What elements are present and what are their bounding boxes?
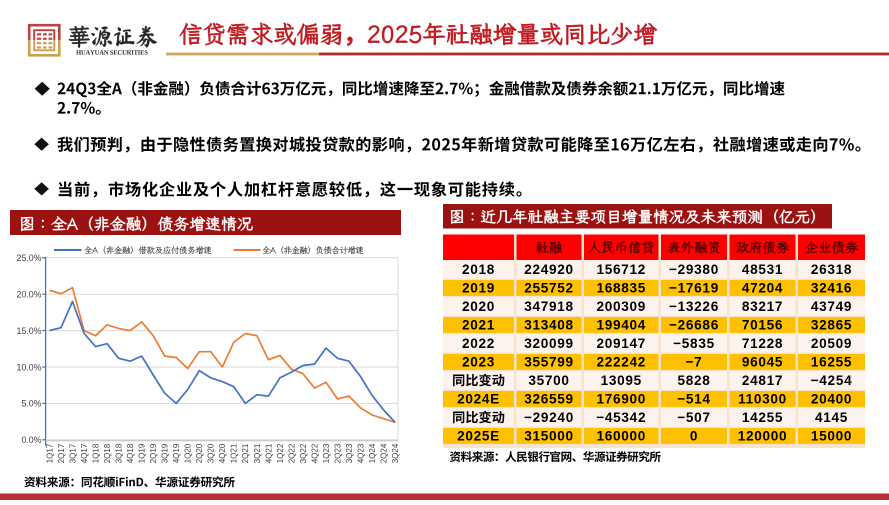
svg-text:110300: 110300 [738,392,787,407]
svg-text:0.0%: 0.0% [21,435,41,445]
svg-text:10.0%: 10.0% [17,362,42,372]
svg-text:4Q20: 4Q20 [218,443,227,463]
svg-text:2Q22: 2Q22 [287,443,296,463]
svg-text:20400: 20400 [811,392,852,407]
svg-text:4Q19: 4Q19 [172,443,181,463]
svg-text:35700: 35700 [528,373,569,388]
svg-text:222242: 222242 [596,355,646,370]
svg-text:120000: 120000 [738,429,788,444]
svg-text:199404: 199404 [596,318,646,333]
svg-text:2022: 2022 [462,336,495,351]
svg-text:4Q18: 4Q18 [126,443,135,463]
svg-text:24817: 24817 [742,373,783,388]
svg-text:2Q21: 2Q21 [241,443,250,463]
svg-text:4Q21: 4Q21 [264,443,273,463]
svg-text:15.0%: 15.0% [17,326,42,336]
svg-text:355799: 355799 [524,355,574,370]
svg-text:1Q21: 1Q21 [230,443,239,463]
svg-text:14255: 14255 [742,410,783,425]
svg-text:1Q24: 1Q24 [368,443,377,463]
svg-text:70156: 70156 [742,318,783,333]
svg-text:1Q19: 1Q19 [138,443,147,463]
svg-text:3Q23: 3Q23 [345,443,354,463]
svg-text:48531: 48531 [742,262,783,277]
svg-text:5.0%: 5.0% [21,399,41,409]
svg-text:3Q24: 3Q24 [391,443,400,463]
svg-text:2023: 2023 [462,355,495,370]
svg-text:209147: 209147 [596,336,646,351]
svg-text:16255: 16255 [811,355,852,370]
svg-text:313408: 313408 [524,318,574,333]
svg-text:−13226: −13226 [669,299,719,314]
svg-text:326559: 326559 [524,392,574,407]
svg-text:96045: 96045 [742,355,783,370]
svg-text:43749: 43749 [811,299,852,314]
svg-text:320099: 320099 [524,336,574,351]
svg-text:347918: 347918 [524,299,574,314]
svg-text:2Q17: 2Q17 [57,443,66,463]
svg-text:−4254: −4254 [811,373,853,388]
svg-text:−5835: −5835 [673,336,715,351]
svg-text:3Q20: 3Q20 [207,443,216,463]
svg-text:15000: 15000 [811,429,852,444]
svg-text:−29240: −29240 [524,410,574,425]
svg-text:4Q23: 4Q23 [356,443,365,463]
svg-text:−45342: −45342 [596,410,646,425]
svg-text:1Q18: 1Q18 [91,443,100,463]
svg-text:315000: 315000 [524,429,574,444]
svg-text:−514: −514 [677,392,710,407]
svg-text:20.0%: 20.0% [17,290,42,300]
svg-text:160000: 160000 [596,429,646,444]
svg-text:3Q22: 3Q22 [299,443,308,463]
svg-text:−26686: −26686 [669,318,719,333]
svg-text:−29380: −29380 [669,262,719,277]
svg-text:32865: 32865 [811,318,852,333]
svg-text:2Q18: 2Q18 [103,443,112,463]
svg-text:1Q20: 1Q20 [184,443,193,463]
svg-text:2024E: 2024E [457,392,500,407]
svg-text:2021: 2021 [462,318,495,333]
svg-text:224920: 224920 [524,262,574,277]
svg-text:47204: 47204 [742,281,783,296]
svg-text:2025E: 2025E [457,429,500,444]
svg-text:2019: 2019 [462,281,495,296]
svg-text:1Q17: 1Q17 [45,443,54,463]
svg-text:168835: 168835 [596,281,646,296]
svg-text:156712: 156712 [596,262,646,277]
svg-text:3Q21: 3Q21 [253,443,262,463]
svg-text:176900: 176900 [596,392,646,407]
svg-text:3Q17: 3Q17 [68,443,77,463]
svg-text:5828: 5828 [677,373,710,388]
svg-text:4Q22: 4Q22 [310,443,319,463]
svg-text:4145: 4145 [815,410,848,425]
svg-text:26318: 26318 [811,262,852,277]
svg-text:−507: −507 [677,410,710,425]
svg-text:255752: 255752 [524,281,574,296]
svg-text:3Q19: 3Q19 [161,443,170,463]
svg-text:2Q19: 2Q19 [149,443,158,463]
svg-text:2018: 2018 [462,262,495,277]
svg-text:−17619: −17619 [669,281,719,296]
svg-text:20509: 20509 [811,336,852,351]
svg-text:200309: 200309 [596,299,646,314]
svg-text:13095: 13095 [601,373,642,388]
svg-text:2Q20: 2Q20 [195,443,204,463]
svg-text:−7: −7 [686,355,703,370]
svg-text:2020: 2020 [462,299,495,314]
svg-text:4Q17: 4Q17 [80,443,89,463]
svg-text:32416: 32416 [811,281,852,296]
svg-text:71228: 71228 [742,336,783,351]
svg-text:2Q23: 2Q23 [333,443,342,463]
svg-text:83217: 83217 [742,299,783,314]
svg-text:1Q23: 1Q23 [322,443,331,463]
svg-text:1Q22: 1Q22 [276,443,285,463]
svg-text:3Q18: 3Q18 [115,443,124,463]
svg-text:0: 0 [690,429,698,444]
svg-text:2Q24: 2Q24 [379,443,388,463]
svg-text:25.0%: 25.0% [17,253,42,263]
